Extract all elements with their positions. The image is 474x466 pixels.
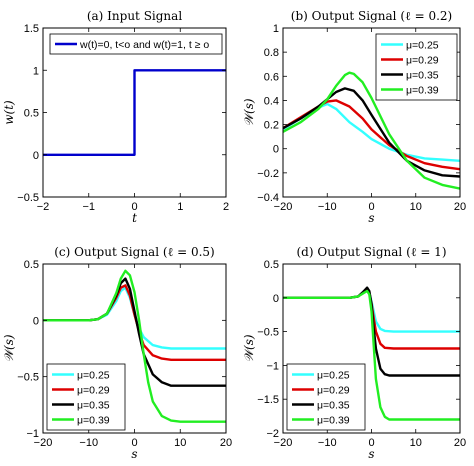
y-tick-label: −0.5 <box>17 192 39 204</box>
x-tick-label: 20 <box>454 437 466 449</box>
legend-label: w(t)=0, t<o and w(t)=1, t ≥ o <box>79 39 209 51</box>
legend-label: μ=0.39 <box>317 415 350 427</box>
y-axis-label: w(t) <box>2 100 16 125</box>
x-axis-label: s <box>368 447 374 461</box>
x-tick-label: 2 <box>223 201 229 213</box>
legend: μ=0.25 μ=0.29 μ=0.35 μ=0.39 <box>46 363 126 431</box>
panel-1: (a) Input Signal −2 −1 0 1 2 −0.5 0 0.5 1 1.5 t w(t)… <box>2 9 229 225</box>
panel-title: (d) Output Signal (ℓ = 1) <box>297 245 447 259</box>
legend-label: μ=0.39 <box>406 85 439 97</box>
panel-2: (b) Output Signal (ℓ = 0.2)−20 −10 0 10 20−0… <box>242 9 466 225</box>
series-line-4 <box>283 289 460 421</box>
y-tick-label: −0.4 <box>257 192 279 204</box>
y-tick-label: −1.5 <box>257 394 279 406</box>
panel-title: (b) Output Signal (ℓ = 0.2) <box>291 9 452 23</box>
x-tick-label: 0 <box>368 201 374 213</box>
x-tick-label: 10 <box>410 437 422 449</box>
legend-label: μ=0.39 <box>77 415 110 427</box>
y-tick-label: 0 <box>33 315 39 327</box>
y-tick-label: 1.5 <box>24 23 39 35</box>
x-tick-label: −20 <box>274 437 293 449</box>
y-axis-label: 𝒲(s) <box>2 334 16 362</box>
y-tick-label: 0.5 <box>264 259 279 271</box>
x-axis-label: t <box>132 211 137 225</box>
y-tick-label: 0.5 <box>24 259 39 271</box>
y-tick-label: 0.8 <box>264 47 279 59</box>
legend-label: μ=0.25 <box>77 370 110 382</box>
y-tick-label: −2 <box>266 428 279 440</box>
y-tick-label: −0.2 <box>257 168 279 180</box>
y-tick-label: 0 <box>273 144 279 156</box>
panel-4: (d) Output Signal (ℓ = 1)−20 −10 0 10 20−2−1… <box>242 245 466 461</box>
y-tick-label: 0.2 <box>264 120 279 132</box>
legend-label: μ=0.25 <box>317 370 350 382</box>
x-axis-label: s <box>131 447 137 461</box>
legend-box <box>49 33 223 55</box>
legend: w(t)=0, t<o and w(t)=1, t ≥ o <box>49 33 223 55</box>
y-axis-label: 𝒲(s) <box>242 334 256 362</box>
x-tick-label: −20 <box>34 437 53 449</box>
y-tick-label: 0.4 <box>264 95 279 107</box>
x-tick-label: 20 <box>220 437 232 449</box>
legend-label: μ=0.35 <box>77 400 110 412</box>
x-tick-label: 1 <box>177 201 183 213</box>
y-tick-label: 0 <box>273 293 279 305</box>
y-tick-label: −1 <box>266 360 279 372</box>
series-line-3 <box>283 87 460 178</box>
panel-3: (c) Output Signal (ℓ = 0.5)−20 −10 0 10 20−1… <box>2 245 232 461</box>
x-axis-label: s <box>368 211 374 225</box>
x-tick-label: 10 <box>174 437 186 449</box>
panel-title: (c) Output Signal (ℓ = 0.5) <box>54 245 215 259</box>
legend-label: μ=0.29 <box>317 385 350 397</box>
legend-label: μ=0.35 <box>317 400 350 412</box>
x-tick-label: 0 <box>131 437 137 449</box>
x-tick-label: −10 <box>318 201 337 213</box>
x-tick-label: −10 <box>318 437 337 449</box>
legend-label: μ=0.25 <box>406 40 439 52</box>
y-tick-label: 0.5 <box>24 108 39 120</box>
series-line-4 <box>43 269 226 423</box>
x-tick-label: −20 <box>274 201 293 213</box>
panel-title: (a) Input Signal <box>87 9 182 23</box>
x-tick-label: 0 <box>131 201 137 213</box>
y-tick-label: −0.5 <box>17 372 39 384</box>
legend: μ=0.25 μ=0.29 μ=0.35 μ=0.39 <box>286 363 366 431</box>
legend-label: μ=0.29 <box>406 55 439 67</box>
y-tick-label: 1 <box>33 65 39 77</box>
x-tick-label: 0 <box>368 437 374 449</box>
x-tick-label: 20 <box>454 201 466 213</box>
series-line-1 <box>43 69 226 157</box>
y-tick-label: 0.6 <box>264 71 279 83</box>
x-tick-label: 10 <box>410 201 422 213</box>
legend-label: μ=0.29 <box>77 385 110 397</box>
x-tick-label: −2 <box>37 201 50 213</box>
y-axis-label: 𝒲(s) <box>242 98 256 126</box>
legend: μ=0.25 μ=0.29 μ=0.35 μ=0.39 <box>375 33 458 101</box>
legend-label: μ=0.35 <box>406 70 439 82</box>
series-line-4 <box>283 71 460 190</box>
y-tick-label: −0.5 <box>257 327 279 339</box>
y-tick-label: −1 <box>26 428 39 440</box>
y-tick-label: 1 <box>273 23 279 35</box>
x-tick-label: −10 <box>79 437 98 449</box>
x-tick-label: −1 <box>82 201 95 213</box>
y-tick-label: 0 <box>33 150 39 162</box>
